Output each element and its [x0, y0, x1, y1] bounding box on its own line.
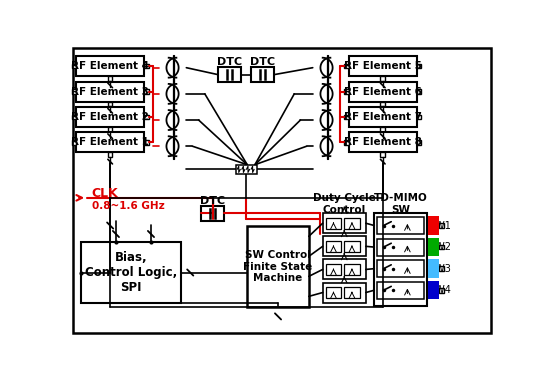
Bar — [439, 288, 443, 293]
Bar — [377, 260, 424, 277]
Text: Duty Cycle
Control: Duty Cycle Control — [313, 193, 376, 215]
Bar — [344, 218, 360, 229]
Text: RF Element 6: RF Element 6 — [344, 87, 422, 96]
Bar — [81, 242, 181, 303]
Bar — [72, 64, 76, 68]
Bar — [381, 152, 385, 157]
Bar — [144, 115, 148, 119]
Text: SW2: SW2 — [430, 242, 452, 252]
Bar — [428, 238, 439, 256]
Bar — [144, 140, 148, 145]
Bar — [326, 241, 341, 252]
Bar — [326, 287, 341, 298]
Bar — [439, 223, 443, 228]
Bar — [326, 264, 341, 275]
Bar — [323, 213, 366, 233]
Bar — [344, 241, 360, 252]
Text: RF Element 4: RF Element 4 — [71, 61, 149, 71]
Bar — [349, 56, 417, 76]
Bar — [251, 67, 274, 82]
Bar — [381, 127, 385, 132]
Bar — [428, 281, 439, 299]
Bar — [344, 64, 349, 68]
Text: SW4: SW4 — [430, 285, 452, 295]
Bar — [381, 102, 385, 106]
Bar — [108, 152, 113, 157]
Bar — [108, 127, 113, 132]
Bar — [417, 64, 421, 68]
Bar — [439, 245, 443, 249]
Bar — [323, 236, 366, 256]
Bar — [76, 56, 144, 76]
Bar — [417, 140, 421, 145]
Bar — [72, 89, 76, 94]
Text: Bias,
Control Logic,
SPI: Bias, Control Logic, SPI — [85, 251, 177, 294]
Bar — [349, 82, 417, 102]
Bar — [248, 226, 309, 307]
Bar — [236, 165, 257, 174]
Text: 0.8~1.6 GHz: 0.8~1.6 GHz — [92, 200, 164, 211]
Bar — [72, 140, 76, 145]
Bar — [349, 107, 417, 127]
Bar — [344, 89, 349, 94]
Text: RF Element 8: RF Element 8 — [344, 137, 422, 147]
Bar — [377, 239, 424, 256]
Bar — [76, 82, 144, 102]
Bar — [326, 218, 341, 229]
Bar — [375, 213, 427, 306]
Text: CLK: CLK — [92, 187, 118, 200]
Bar — [344, 115, 349, 119]
Text: SW3: SW3 — [430, 264, 452, 274]
Bar — [323, 282, 366, 302]
Bar — [417, 115, 421, 119]
Bar — [344, 140, 349, 145]
Bar — [76, 107, 144, 127]
Bar — [377, 217, 424, 234]
Bar — [381, 76, 385, 81]
Text: RF Element 2: RF Element 2 — [72, 112, 149, 122]
Bar — [201, 206, 224, 221]
Bar — [108, 102, 113, 106]
Text: DTC: DTC — [200, 196, 225, 206]
Text: DTC: DTC — [250, 57, 275, 67]
Bar — [144, 89, 148, 94]
Bar — [428, 259, 439, 278]
Bar — [344, 287, 360, 298]
Bar — [108, 76, 113, 81]
Text: RF Element 7: RF Element 7 — [344, 112, 422, 122]
Bar — [144, 64, 148, 68]
Text: RF Element 1: RF Element 1 — [72, 137, 149, 147]
Bar — [76, 132, 144, 152]
Bar — [323, 259, 366, 279]
Text: DTC: DTC — [217, 57, 242, 67]
Bar — [218, 67, 241, 82]
Bar — [439, 266, 443, 271]
Bar — [417, 89, 421, 94]
Text: TD-MIMO
SW: TD-MIMO SW — [373, 193, 427, 215]
Text: SW1: SW1 — [430, 220, 452, 231]
Bar — [349, 132, 417, 152]
Bar — [377, 282, 424, 299]
Bar — [344, 264, 360, 275]
Bar — [72, 115, 76, 119]
Text: RF Element 3: RF Element 3 — [72, 87, 149, 96]
Bar — [428, 216, 439, 235]
Text: RF Element 5: RF Element 5 — [344, 61, 422, 71]
Text: SW Control
Finite State
Machine: SW Control Finite State Machine — [244, 250, 312, 284]
